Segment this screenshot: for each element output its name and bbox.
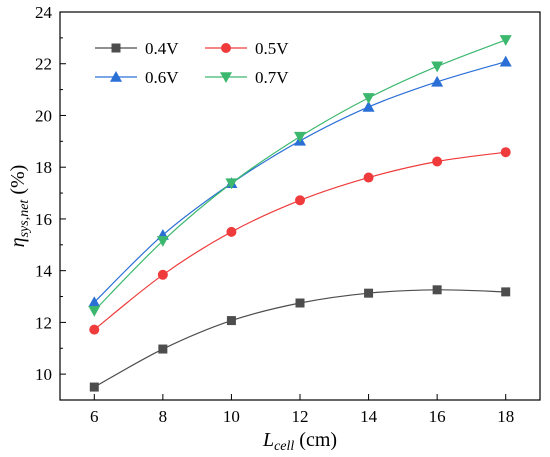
data-point	[362, 100, 375, 112]
data-point	[294, 131, 306, 143]
legend: 0.4V 0.5V 0.6V 0.7V	[95, 39, 289, 87]
data-point	[501, 287, 511, 297]
legend-label: 0.4V	[145, 39, 179, 58]
series-0.7V	[88, 35, 512, 317]
y-tick-label: 12	[35, 313, 52, 332]
y-axis-title: ηsys,net (%)	[7, 165, 32, 248]
x-tick-label: 6	[90, 407, 99, 426]
y-tick-label: 24	[35, 3, 53, 22]
x-axis-title: Lcell (cm)	[262, 429, 337, 454]
data-point	[295, 298, 305, 308]
data-point	[432, 285, 442, 295]
x-tick-label: 12	[292, 407, 309, 426]
x-tick-label: 8	[159, 407, 168, 426]
data-point	[499, 35, 512, 46]
y-tick-label: 10	[35, 365, 52, 384]
data-point	[89, 324, 100, 335]
data-point	[226, 226, 237, 237]
data-point	[295, 195, 305, 206]
axis-ticks: 6 8 10 12 14 16 18 10 12 14 16 18 20 22 24	[35, 3, 514, 426]
data-point	[362, 93, 375, 104]
legend-entry: 0.4V	[95, 39, 179, 58]
y-tick-label: 14	[35, 262, 53, 281]
legend-marker	[220, 72, 232, 83]
data-point	[363, 172, 374, 183]
data-point	[432, 156, 443, 167]
data-point	[364, 288, 374, 298]
data-point	[88, 296, 101, 308]
y-tick-label: 20	[35, 106, 52, 125]
plot-frame	[59, 11, 541, 401]
series-0.6V	[88, 55, 512, 308]
data-point	[500, 147, 511, 158]
legend-label: 0.7V	[255, 68, 289, 87]
series-layer	[88, 35, 512, 392]
data-point	[225, 178, 238, 190]
y-tick-label: 16	[35, 210, 52, 229]
series-line	[93, 61, 506, 303]
data-point	[156, 236, 169, 247]
series-0.5V	[89, 147, 511, 335]
legend-marker	[221, 43, 231, 53]
legend-label: 0.6V	[145, 68, 179, 87]
legend-entry: 0.7V	[205, 68, 289, 87]
data-point	[431, 75, 444, 87]
x-tick-label: 10	[223, 407, 240, 426]
data-point	[226, 316, 236, 326]
data-point	[499, 55, 512, 67]
y-tick-label: 18	[35, 158, 52, 177]
x-tick-label: 14	[360, 407, 378, 426]
legend-marker	[111, 43, 121, 53]
y-tick-label: 22	[35, 55, 52, 74]
x-tick-label: 18	[497, 407, 514, 426]
legend-entry: 0.5V	[205, 39, 289, 58]
x-tick-label: 16	[429, 407, 446, 426]
legend-label: 0.5V	[255, 39, 289, 58]
data-point	[158, 344, 168, 354]
data-point	[157, 269, 168, 280]
legend-entry: 0.6V	[95, 68, 179, 87]
series-0.4V	[89, 285, 511, 392]
data-point	[89, 382, 99, 392]
legend-marker	[110, 71, 122, 82]
data-point	[431, 61, 444, 73]
data-point	[88, 305, 101, 317]
